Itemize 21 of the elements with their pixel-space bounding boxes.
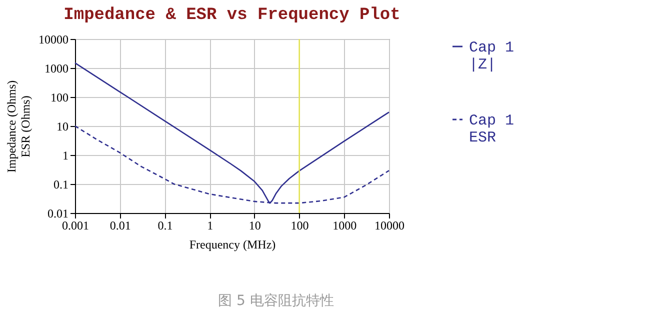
x-tick-label: 1	[207, 218, 214, 232]
legend-label: Cap 1 ESR	[469, 112, 514, 146]
x-tick-label: 1000	[332, 218, 357, 232]
x-tick-label: 0.01	[110, 218, 131, 232]
y-tick-label: 10000	[38, 32, 68, 46]
y-axis-title: Impedance (Ohms) ESR (Ohms)	[4, 80, 32, 173]
chart-title: Impedance & ESR vs Frequency Plot	[64, 6, 400, 25]
y-tick-label: 1	[62, 148, 68, 162]
y-tick-label: 10	[56, 120, 68, 134]
x-tick-label: 10	[248, 218, 261, 232]
x-tick-label: 0.1	[158, 218, 173, 232]
x-tick-label: 0.001	[62, 218, 89, 232]
x-axis-title: Frequency (MHz)	[189, 238, 276, 252]
legend-label: Cap 1 |Z|	[469, 40, 514, 74]
x-tick-label: 100	[290, 218, 309, 232]
x-tick-label: 10000	[374, 218, 404, 232]
y-tick-label: 100	[50, 90, 68, 104]
y-tick-label: 0.1	[54, 178, 68, 192]
y-tick-label: 0.01	[48, 206, 68, 220]
caption: 图 5 电容阻抗特性	[218, 292, 334, 310]
y-tick-label: 1000	[44, 62, 68, 76]
